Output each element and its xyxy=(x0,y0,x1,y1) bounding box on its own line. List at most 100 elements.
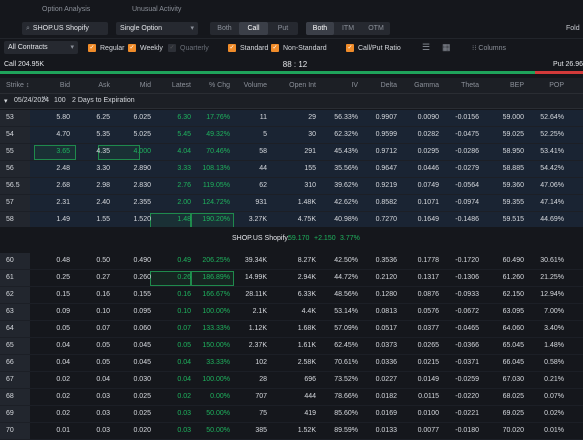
header-open-int[interactable]: Open Int xyxy=(289,82,316,89)
cell-delta: 0.9907 xyxy=(375,114,397,121)
money-both[interactable]: Both xyxy=(306,22,334,35)
cell-mid: 0.045 xyxy=(133,359,151,366)
cell-volume: 2.37K xyxy=(248,342,267,349)
table-row[interactable]: 57 2.31 2.40 2.355 2.00 124.72% 931 1.48K 42.62%… xyxy=(0,195,583,212)
strike-cell xyxy=(0,127,30,143)
money-otm[interactable]: OTM xyxy=(368,25,384,32)
columns-icon: ⁝⁝ xyxy=(472,45,479,52)
header-mid[interactable]: Mid xyxy=(139,82,151,89)
cell-bid: 2.68 xyxy=(56,182,70,189)
cell-theta: -0.0279 xyxy=(455,165,479,172)
tab-unusual-activity[interactable]: Unusual Activity xyxy=(132,6,182,13)
table-row[interactable]: 61 0.25 0.27 0.260 0.26 186.89% 14.99K 2.94K 44.… xyxy=(0,270,583,287)
columns-button[interactable]: ⁝⁝ Columns xyxy=(472,44,506,52)
money-itm[interactable]: ITM xyxy=(341,25,355,32)
cell-mid: 2.890 xyxy=(133,165,151,172)
cell-bep: 60.490 xyxy=(502,257,524,264)
table-row[interactable]: 70 0.01 0.03 0.020 0.03 50.00% 385 1.52K 89.59% 0… xyxy=(0,423,583,440)
header-gamma[interactable]: Gamma xyxy=(414,82,439,89)
strike-cell xyxy=(0,110,30,126)
table-row[interactable]: 66 0.04 0.05 0.045 0.04 33.33% 102 2.58K 70.61% 0… xyxy=(0,355,583,372)
standard-checkbox[interactable]: ✓ Standard xyxy=(228,43,268,53)
grid-view-icon[interactable]: ▦ xyxy=(442,42,451,52)
cell-mid: 2.830 xyxy=(133,182,151,189)
expiry-weekly-flag: W xyxy=(42,96,47,102)
check-icon: ✓ xyxy=(271,44,279,52)
put-ratio-bar xyxy=(535,71,583,74)
table-row[interactable]: 55 3.65 4.35 4.000 4.04 70.46% 58 291 45.43% 0.97… xyxy=(0,144,583,161)
strategy-select[interactable]: Single Option ▾ xyxy=(116,22,198,35)
regular-checkbox[interactable]: ✓ Regular xyxy=(88,43,125,53)
header-delta[interactable]: Delta xyxy=(380,82,397,89)
table-row[interactable]: 63 0.09 0.10 0.095 0.10 100.00% 2.1K 4.4K 53.14%… xyxy=(0,304,583,321)
cell-iv: 44.72% xyxy=(334,274,358,281)
cell-ask: 0.03 xyxy=(96,393,110,400)
underlying-price-bar: SHOP.US Shopify: 59.170 +2.150 3.77% xyxy=(0,227,583,253)
cell-theta: -0.0974 xyxy=(455,199,479,206)
table-row[interactable]: 62 0.15 0.16 0.155 0.16 166.67% 28.11K 6.33K 48.… xyxy=(0,287,583,304)
cell-delta: 0.0336 xyxy=(375,359,397,366)
header-pop[interactable]: POP xyxy=(549,82,564,89)
non-standard-checkbox[interactable]: ✓ Non-Standard xyxy=(271,43,327,53)
table-row[interactable]: 65 0.04 0.05 0.045 0.05 150.00% 2.37K 1.61K 62.4… xyxy=(0,338,583,355)
cell-open-int: 30 xyxy=(308,131,316,138)
table-row[interactable]: 56 2.48 3.30 2.890 3.33 108.13% 44 155 35.56% 0.9… xyxy=(0,161,583,178)
cell-delta: 0.0182 xyxy=(375,393,397,400)
side-call[interactable]: Call xyxy=(239,22,268,35)
cell-strike: 65 xyxy=(6,342,14,349)
table-row[interactable]: 67 0.02 0.04 0.030 0.04 100.00% 28 696 73.52% 0.0… xyxy=(0,372,583,389)
table-row[interactable]: 58 1.49 1.55 1.520 1.48 190.20% 3.27K 4.75K 40.9… xyxy=(0,212,583,229)
check-icon: ✓ xyxy=(228,44,236,52)
cell-ask: 1.55 xyxy=(96,216,110,223)
cell-theta: -0.0672 xyxy=(455,308,479,315)
table-row[interactable]: 68 0.02 0.03 0.025 0.02 0.00% 707 444 78.66% 0.01… xyxy=(0,389,583,406)
fold-button[interactable]: Fold xyxy=(566,25,580,32)
table-row[interactable]: 56.5 2.68 2.98 2.830 2.76 119.05% 62 310 39.62% 0… xyxy=(0,178,583,195)
header-bep[interactable]: BEP xyxy=(509,82,524,89)
table-row[interactable]: 54 4.70 5.35 5.025 5.45 49.32% 5 30 62.32% 0.9599… xyxy=(0,127,583,144)
header-bid[interactable]: Bid xyxy=(59,82,70,89)
cell-pop: 30.61% xyxy=(540,257,564,264)
strike-cell xyxy=(0,253,30,269)
table-row[interactable]: 69 0.02 0.03 0.025 0.03 50.00% 75 419 85.60% 0.01… xyxy=(0,406,583,423)
cell-latest: 0.04 xyxy=(177,376,191,383)
cell-bep: 68.025 xyxy=(502,393,524,400)
put-volume: Put 26.96 xyxy=(553,61,583,68)
header-latest[interactable]: Latest xyxy=(171,82,191,89)
list-view-icon[interactable]: ☰ xyxy=(422,42,431,52)
expiry-group-header[interactable]: ▾ 05/24/2024 W 100 2 Days to Expiration xyxy=(0,94,583,109)
tab-option-analysis[interactable]: Option Analysis xyxy=(42,6,91,13)
cell-volume: 11 xyxy=(259,114,267,121)
cell-latest: 6.30 xyxy=(177,114,191,121)
cell-volume: 5 xyxy=(263,131,267,138)
header-theta[interactable]: Theta xyxy=(461,82,479,89)
header-iv[interactable]: IV xyxy=(351,82,358,89)
cell-bep: 61.260 xyxy=(502,274,524,281)
table-row[interactable]: 53 5.80 6.25 6.025 6.30 17.76% 11 29 56.33% 0.990… xyxy=(0,110,583,127)
header-strike[interactable]: Strike ↕ xyxy=(6,82,30,89)
side-both[interactable]: Both xyxy=(217,25,232,32)
cell-gamma: 0.0100 xyxy=(417,410,439,417)
strike-cell xyxy=(0,321,30,337)
strategy-label: Single Option xyxy=(120,25,163,32)
check-icon: ✓ xyxy=(168,44,176,52)
cell-gamma: 0.1317 xyxy=(417,274,439,281)
cell-latest: 4.04 xyxy=(177,148,191,155)
symbol-input[interactable]: ⌕ SHOP.US Shopify xyxy=(22,22,108,35)
header-ask[interactable]: Ask xyxy=(98,82,110,89)
check-icon: ✓ xyxy=(88,44,96,52)
header-volume[interactable]: Volume xyxy=(243,82,267,89)
ratio-checkbox[interactable]: ✓ Call/Put Ratio xyxy=(346,43,401,53)
weekly-checkbox[interactable]: ✓ Weekly xyxy=(128,43,163,53)
contracts-select[interactable]: All Contracts ▾ xyxy=(4,41,78,54)
header-chg[interactable]: % Chg xyxy=(208,82,230,89)
table-row[interactable]: 64 0.05 0.07 0.060 0.07 133.33% 1.12K 1.68K 57.0… xyxy=(0,321,583,338)
cell-delta: 0.7270 xyxy=(375,216,397,223)
table-row[interactable]: 60 0.48 0.50 0.490 0.49 206.25% 39.34K 8.27K 42.… xyxy=(0,253,583,270)
cell-mid: 0.060 xyxy=(133,325,151,332)
cell-gamma: 0.0749 xyxy=(417,182,439,189)
quarterly-checkbox[interactable]: ✓ Quarterly xyxy=(168,43,209,53)
cell-pop: 0.02% xyxy=(544,410,564,417)
cell-theta: -0.0259 xyxy=(455,376,479,383)
side-put[interactable]: Put xyxy=(277,25,289,32)
